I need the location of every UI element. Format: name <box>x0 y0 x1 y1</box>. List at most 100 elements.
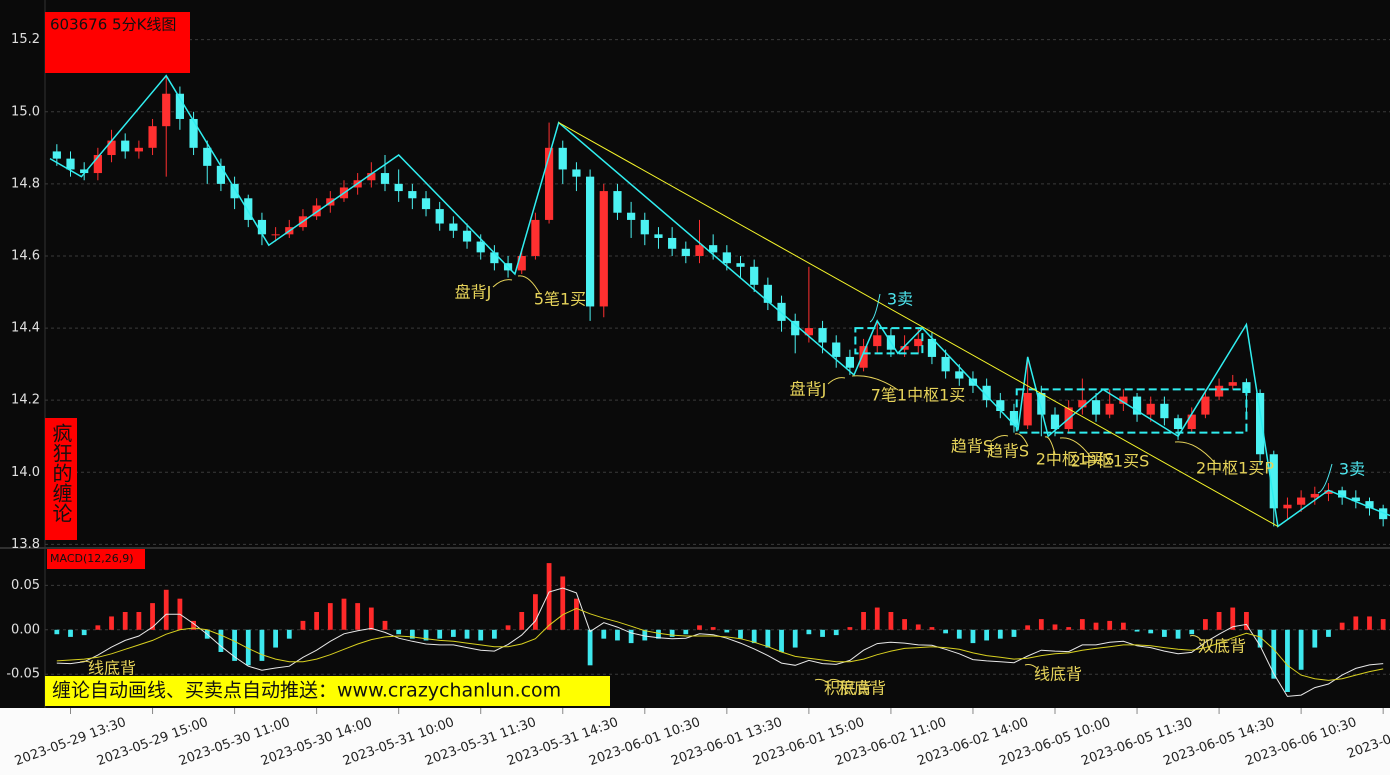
candle-body <box>394 183 403 192</box>
macd-bar <box>327 603 333 630</box>
y-tick-label: 15.2 <box>11 32 40 47</box>
macd-bar <box>1161 629 1167 637</box>
macd-bar <box>1216 612 1222 630</box>
candle-body <box>1173 418 1183 430</box>
candle-body <box>121 140 130 152</box>
macd-bar <box>710 627 716 630</box>
annotation: 7笔1中枢1买 <box>871 386 966 405</box>
macd-bar <box>1134 629 1140 632</box>
macd-bar <box>847 627 853 630</box>
macd-bar <box>450 629 456 637</box>
macd-bar <box>300 620 306 630</box>
candle-body <box>93 155 102 174</box>
y-tick-label: 14.2 <box>11 393 40 408</box>
candle-body <box>572 169 581 177</box>
candle-body <box>558 147 567 170</box>
candle-body <box>1091 400 1101 415</box>
annotation: 2中枢1买S <box>1071 452 1150 471</box>
macd-bar <box>1312 629 1318 648</box>
trend-line <box>558 122 1279 527</box>
macd-bar <box>929 627 935 630</box>
macd-bar <box>218 629 224 652</box>
annotation-arrow <box>1059 437 1091 457</box>
annotation: 双底背 <box>1198 637 1246 656</box>
candle-body <box>996 400 1005 411</box>
annotation-arrow <box>991 435 1009 442</box>
y-tick-label: 14.6 <box>11 248 40 263</box>
macd-bar <box>1189 629 1195 635</box>
macd-bar <box>546 563 552 630</box>
candle-body <box>791 320 800 336</box>
pivot-box <box>1015 388 1248 434</box>
macd-bar <box>1339 622 1345 630</box>
macd-bar <box>533 594 538 630</box>
annotation-arrow <box>492 279 513 288</box>
macd-bar <box>669 629 675 637</box>
macd-bar <box>697 625 702 630</box>
candle-body <box>1201 396 1210 415</box>
candle-body <box>982 385 991 401</box>
macd-bar <box>437 629 443 639</box>
annotation-arrow <box>1014 433 1029 447</box>
candle-body <box>654 234 663 238</box>
annotation-arrow <box>1189 635 1203 642</box>
candle-body <box>777 302 786 321</box>
candle-body <box>517 255 526 271</box>
macd-bar <box>423 629 429 641</box>
macd-bar <box>1148 629 1154 634</box>
annotation-arrow <box>814 678 829 684</box>
candle-body <box>927 338 937 357</box>
y-tick-label: 15.0 <box>11 104 40 119</box>
macd-bar <box>81 629 87 636</box>
candle-body <box>216 165 226 184</box>
macd-bar <box>656 629 661 639</box>
macd-bar <box>95 625 101 630</box>
annotation-arrow <box>829 678 843 684</box>
y-tick-label: 14.4 <box>11 321 40 336</box>
macd-bar <box>1175 629 1181 639</box>
macd-bar <box>779 629 784 652</box>
macd-bar <box>314 612 320 630</box>
candle-body <box>1297 497 1306 505</box>
annotation-arrow <box>517 275 541 295</box>
macd-bar <box>642 629 648 641</box>
macd-bar <box>751 629 757 644</box>
candle-body <box>1283 504 1292 509</box>
candle-body <box>1146 403 1155 415</box>
candle-body <box>1214 385 1224 397</box>
macd-bar <box>259 629 265 661</box>
macd-bar <box>601 629 607 639</box>
macd-bar <box>1367 616 1372 630</box>
candle-body <box>1009 411 1019 426</box>
chart-title: 603676 5分K线图 <box>50 16 176 34</box>
candle-body <box>613 191 622 213</box>
candle-body <box>1324 490 1333 494</box>
macd-bar <box>615 629 620 641</box>
annotation: 线底背 <box>1034 665 1082 684</box>
candle-body <box>134 147 143 152</box>
macd-bar <box>491 629 497 639</box>
y-tick-label: 14.8 <box>11 176 40 191</box>
macd-bar <box>1271 629 1277 679</box>
candle-body <box>668 237 677 249</box>
candle-body <box>1365 501 1374 509</box>
candle-body <box>462 230 472 242</box>
y-tick-label: -0.05 <box>6 667 40 682</box>
candle-body <box>914 338 923 347</box>
macd-bar <box>1353 616 1359 630</box>
macd-bar <box>341 598 347 630</box>
macd-bar <box>806 629 812 635</box>
macd-bar <box>505 625 511 630</box>
candle-body <box>845 356 854 368</box>
macd-bar <box>861 612 866 630</box>
candle-body <box>1078 400 1087 408</box>
annotation: 3卖 <box>887 290 913 309</box>
candle-body <box>709 245 718 253</box>
candle-body <box>1037 392 1046 415</box>
marks <box>49 74 1390 697</box>
candle-body <box>162 93 171 127</box>
macd-bar <box>232 629 237 661</box>
macd-bar <box>245 629 251 666</box>
